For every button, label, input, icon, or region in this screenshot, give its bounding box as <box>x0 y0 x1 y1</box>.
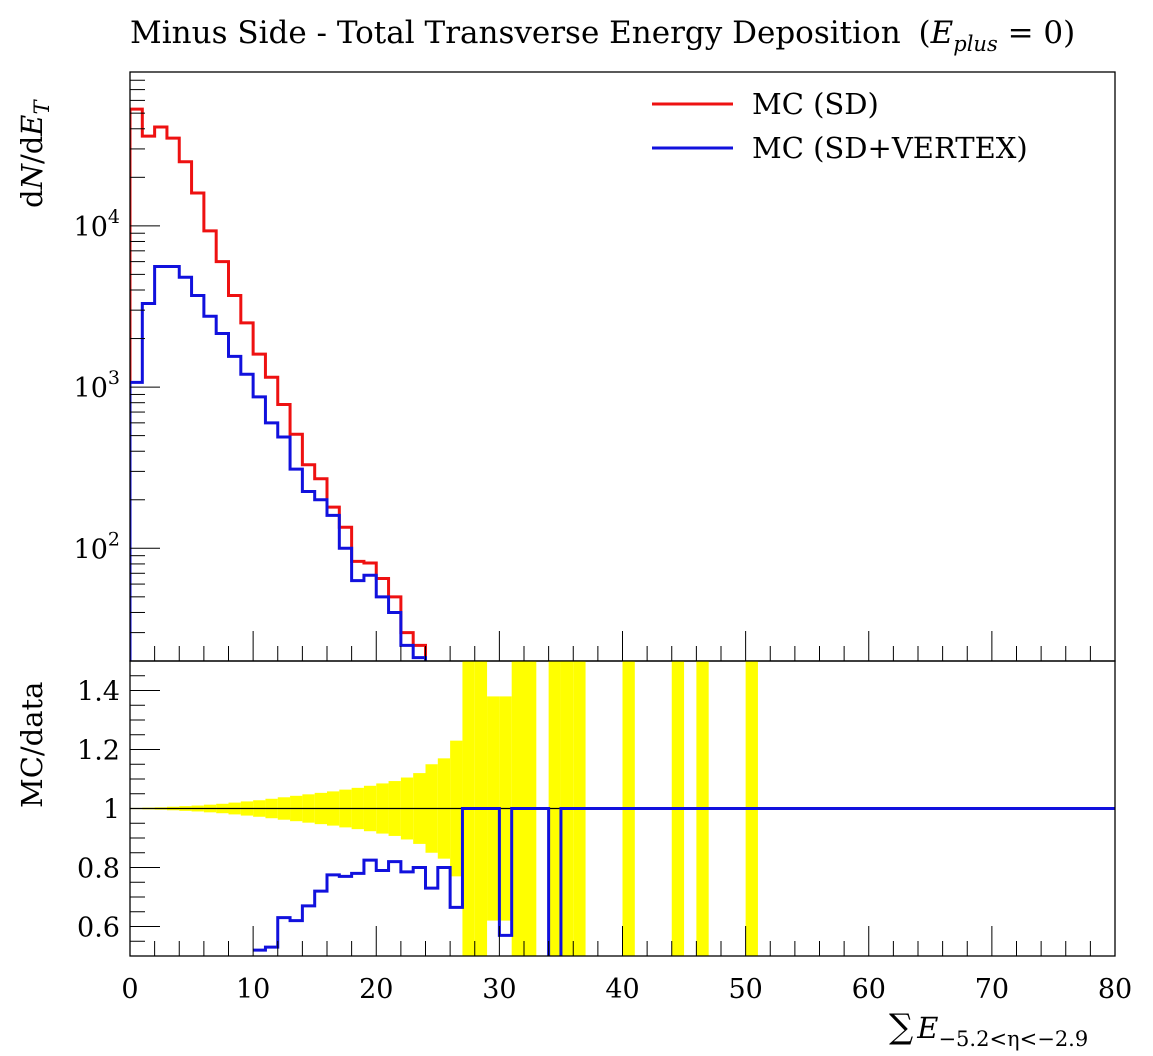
y-tick-label: 0.8 <box>77 854 120 885</box>
x-tick-label: 20 <box>359 974 393 1005</box>
ratio-panel: 0 10 20 30 40 50 60 70 80 0.6 0.8 1 1.2 1.4 <box>77 660 1132 1005</box>
legend-label: MC (SD+VERTEX) <box>752 131 1028 165</box>
x-tick-label: 0 <box>121 974 138 1005</box>
x-tick-label: 60 <box>852 974 886 1005</box>
chart-title: Minus Side - Total Transverse Energy Dep… <box>130 15 1075 56</box>
x-tick-label: 10 <box>236 974 270 1005</box>
y-tick-label: 103 <box>74 367 120 404</box>
y-tick-label: 1 <box>103 795 120 826</box>
y-tick-label: 1.2 <box>77 736 120 767</box>
x-tick-label: 50 <box>728 974 762 1005</box>
y-tick-label: 0.6 <box>77 913 120 944</box>
ratio-series-line <box>253 807 1115 956</box>
ratio-y-axis-label: MC/data <box>15 682 49 808</box>
legend-label: MC (SD) <box>752 87 879 121</box>
y-tick-label: 104 <box>74 206 120 243</box>
x-tick-label: 70 <box>975 974 1009 1005</box>
x-tick-label: 80 <box>1098 974 1132 1005</box>
main-y-axis-label: dN/dET <box>15 99 54 208</box>
x-tick-label: 40 <box>605 974 639 1005</box>
y-tick-label: 102 <box>74 528 120 565</box>
legend: MC (SD) MC (SD+VERTEX) <box>652 87 1028 165</box>
series-line-2 <box>130 264 427 661</box>
x-axis-label: ∑ E−5.2<η<−2.9 <box>889 1007 1088 1051</box>
x-tick-label: 30 <box>482 974 516 1005</box>
y-tick-label: 1.4 <box>77 677 120 708</box>
